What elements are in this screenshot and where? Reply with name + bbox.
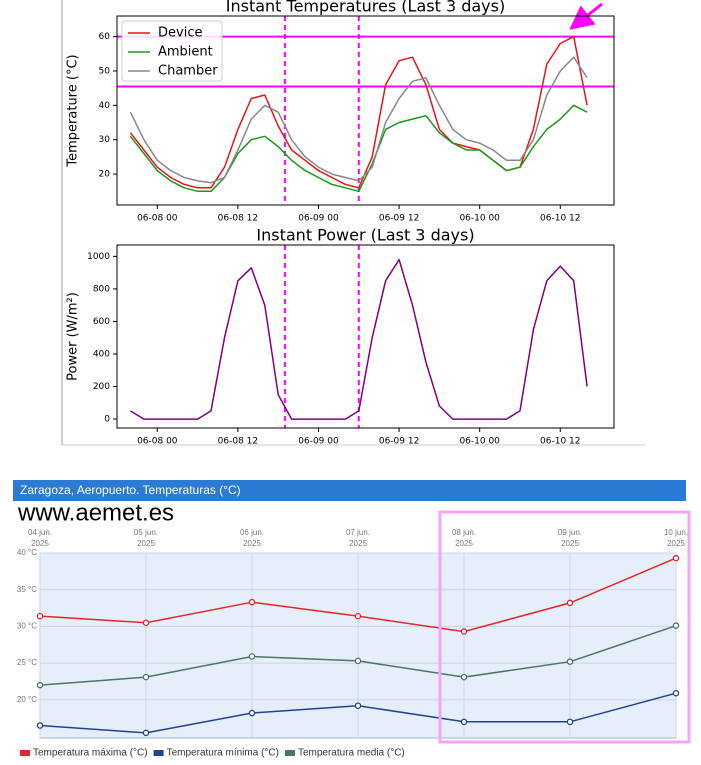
chart-title: Instant Power (Last 3 days) (256, 226, 474, 245)
point (672, 554, 680, 562)
x-tick-label: 04 jun. 2025 (27, 528, 53, 548)
y-axis-label: Power (W/m²) (66, 292, 81, 381)
header-bar (13, 480, 686, 501)
x-tick-label: 08 jun. 2025 (451, 528, 477, 548)
y-tick-label: 200 (93, 382, 110, 392)
point (566, 658, 574, 665)
plot-frame (116, 15, 615, 206)
legend-label: Chamber (158, 64, 218, 79)
point (672, 622, 680, 629)
y-tick-label: 30 (99, 135, 111, 145)
y-tick-label: 0 (104, 415, 110, 425)
legend-box (121, 20, 223, 82)
point (566, 718, 574, 726)
x-tick-label: 06-10 00 (459, 214, 500, 224)
legend-swatch (153, 750, 164, 756)
plot-frame (116, 244, 615, 429)
x-tick-label: 05 jun. 2025 (133, 528, 159, 548)
point (142, 619, 150, 626)
x-tick-label: 10 jun. 2025 (663, 528, 689, 548)
point (354, 612, 362, 620)
y-tick-label: 600 (93, 317, 110, 327)
point (36, 681, 44, 689)
series-line (130, 258, 588, 420)
y-tick-label: 400 (93, 349, 110, 359)
y-tick-label: 800 (93, 284, 110, 294)
point (460, 673, 468, 681)
legend-label: Ambient (158, 45, 213, 60)
x-tick-label: 06-09 00 (298, 214, 339, 224)
y-tick-label: 40 (99, 101, 111, 111)
y-tick-label: 50 (99, 66, 111, 76)
point (566, 599, 574, 607)
point (142, 673, 150, 681)
series-line (129, 56, 588, 184)
point (36, 612, 44, 620)
y-tick-label: 40 °C (17, 548, 37, 557)
point (248, 709, 256, 717)
point (672, 689, 680, 697)
x-tick-label: 06-09 12 (379, 437, 419, 447)
x-tick-label: 07 jun. 2025 (345, 528, 371, 548)
series-line (129, 104, 588, 193)
point (460, 718, 468, 726)
point (460, 628, 468, 635)
chart-title: Instant Temperatures (Last 3 days) (226, 0, 505, 16)
x-tick-label: 06-09 12 (379, 214, 419, 224)
point (142, 729, 150, 737)
y-tick-label: 35 °C (17, 585, 37, 594)
legend-label: Temperatura media (°C) (298, 748, 405, 759)
source: www.aemet.es (17, 499, 174, 526)
legend-swatch (20, 750, 30, 756)
x-tick-label: 09 jun. 2025 (557, 528, 583, 548)
y-tick-label: 60 (99, 32, 111, 42)
x-tick-label: 06-10 12 (540, 437, 580, 447)
x-tick-label: 06-08 12 (218, 214, 258, 224)
y-tick-label: 25 °C (17, 658, 37, 667)
aemet-title: Zaragoza, Aeropuerto. Temperaturas (°C) (20, 483, 241, 497)
legend-swatch (284, 750, 295, 756)
x-tick-label: 06 jun. 2025 (239, 528, 265, 548)
point (36, 722, 44, 729)
y-tick-label: 1000 (87, 252, 110, 262)
y-tick-label: 30 °C (17, 622, 37, 631)
y-tick-label: 20 °C (17, 695, 37, 704)
arrow (569, 2, 603, 30)
legend-label: Temperatura mínima (°C) (167, 748, 279, 759)
x-tick-label: 06-10 00 (459, 437, 500, 447)
x-tick-label: 06-08 12 (218, 437, 258, 447)
legend-label: Device (158, 26, 202, 41)
x-tick-label: 06-08 00 (137, 437, 178, 447)
y-axis-label: Temperature (°C) (66, 54, 81, 167)
highlight-box (438, 510, 691, 744)
point (354, 657, 362, 665)
y-tick-label: 20 (99, 170, 111, 180)
legend-label: Temperatura máxima (°C) (33, 748, 148, 759)
point (248, 653, 256, 660)
x-tick-label: 06-10 12 (540, 214, 580, 224)
x-tick-label: 06-09 00 (298, 437, 339, 447)
x-tick-label: 06-08 00 (137, 214, 178, 224)
point (354, 702, 362, 709)
point (248, 598, 256, 606)
